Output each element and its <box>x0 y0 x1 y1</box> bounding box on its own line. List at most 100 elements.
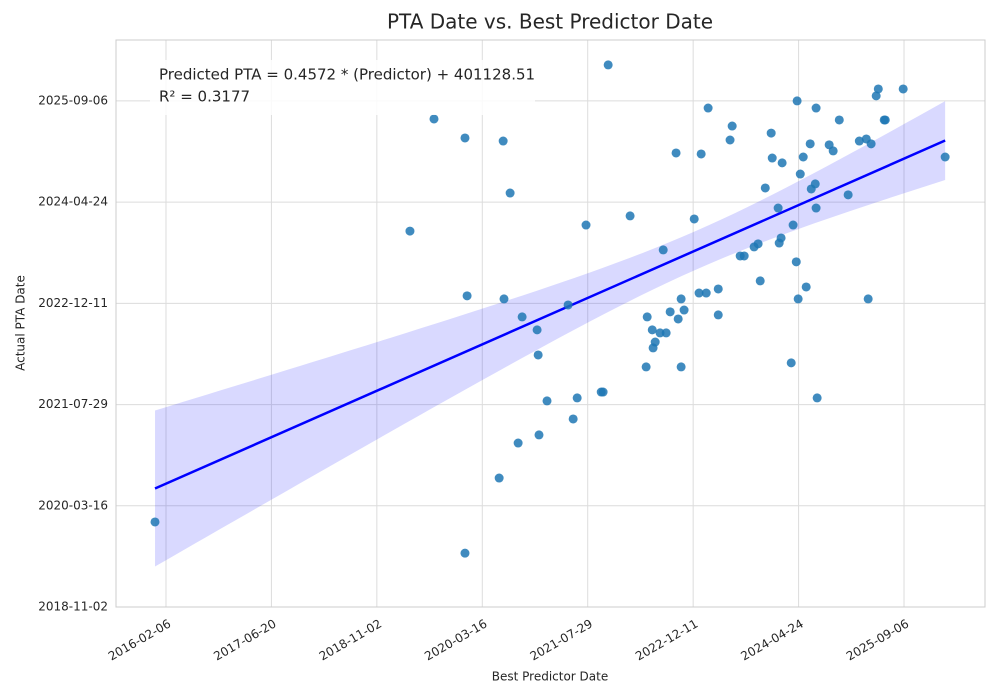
point <box>811 103 821 113</box>
point <box>805 139 815 149</box>
point <box>792 96 802 106</box>
point <box>753 239 763 249</box>
x-tick-label: 2025-09-06 <box>844 617 911 664</box>
point <box>462 291 472 301</box>
point <box>880 115 890 125</box>
point <box>499 294 509 304</box>
equation: Predicted PTA = 0.4572 * (Predictor) + 4… <box>159 66 535 84</box>
point <box>760 183 770 193</box>
point <box>679 305 689 315</box>
confidence-band <box>155 101 946 567</box>
point <box>647 325 657 335</box>
x-tick-label: 2016-02-06 <box>106 617 173 664</box>
point <box>598 387 608 397</box>
point <box>701 288 711 298</box>
point <box>563 300 573 310</box>
y-tick-label: 2025-09-06 <box>38 93 108 107</box>
x-tick-label: 2021-07-29 <box>528 617 595 664</box>
x-tick-label: 2017-06-20 <box>211 617 278 664</box>
point <box>513 438 523 448</box>
point <box>811 203 821 213</box>
point <box>625 211 635 221</box>
point <box>517 312 527 322</box>
point <box>603 60 613 70</box>
marks-layer <box>150 60 950 558</box>
point <box>676 294 686 304</box>
point <box>460 548 470 558</box>
x-tick-label: 2022-12-11 <box>633 617 700 664</box>
point <box>810 179 820 189</box>
y-axis-label: Actual PTA Date <box>14 275 28 371</box>
point <box>773 203 783 213</box>
point <box>812 393 822 403</box>
grid <box>116 40 985 608</box>
point <box>873 84 883 94</box>
point <box>739 251 749 261</box>
r-squared: R² = 0.3177 <box>159 88 250 106</box>
point <box>405 226 415 236</box>
point <box>534 430 544 440</box>
band-layer <box>154 101 946 567</box>
point <box>828 146 838 156</box>
plot-area <box>116 40 985 607</box>
point <box>854 136 864 146</box>
point <box>801 282 811 292</box>
point <box>834 115 844 125</box>
point <box>798 152 808 162</box>
y-tick-label: 2021-07-29 <box>38 397 108 411</box>
point <box>658 245 668 255</box>
point <box>494 473 504 483</box>
point <box>795 169 805 179</box>
x-tick-label: 2018-11-02 <box>317 617 384 664</box>
point <box>871 91 881 101</box>
point <box>713 284 723 294</box>
point <box>505 188 515 198</box>
regression-line <box>154 139 946 490</box>
chart-title: PTA Date vs. Best Predictor Date <box>387 10 713 34</box>
point <box>150 517 160 527</box>
point <box>533 350 543 360</box>
point <box>793 294 803 304</box>
point <box>581 220 591 230</box>
point <box>788 220 798 230</box>
point <box>791 257 801 267</box>
point <box>429 114 439 124</box>
point <box>777 158 787 168</box>
point <box>532 325 542 335</box>
point <box>767 153 777 163</box>
point <box>713 310 723 320</box>
point <box>671 148 681 158</box>
x-tick-label: 2020-03-16 <box>422 617 489 664</box>
point <box>673 314 683 324</box>
point <box>460 133 470 143</box>
point <box>898 84 908 94</box>
point <box>940 152 950 162</box>
point <box>676 362 686 372</box>
point <box>498 136 508 146</box>
point <box>727 121 737 131</box>
annotation-box <box>150 60 535 115</box>
point <box>696 149 706 159</box>
point <box>661 328 671 338</box>
point <box>689 214 699 224</box>
point <box>866 139 876 149</box>
point <box>648 343 658 353</box>
point <box>725 135 735 145</box>
y-tick-label: 2018-11-02 <box>38 600 108 614</box>
point <box>642 312 652 322</box>
x-tick-label: 2024-04-24 <box>738 617 805 664</box>
point <box>843 190 853 200</box>
point <box>665 307 675 317</box>
point <box>863 294 873 304</box>
point <box>703 103 713 113</box>
point <box>694 288 704 298</box>
y-tick-label: 2022-12-11 <box>38 296 108 310</box>
y-tick-label: 2020-03-16 <box>38 498 108 512</box>
point <box>572 393 582 403</box>
point <box>641 362 651 372</box>
x-axis-label: Best Predictor Date <box>492 670 609 684</box>
point <box>766 128 776 138</box>
y-tick-label: 2024-04-24 <box>38 195 108 209</box>
